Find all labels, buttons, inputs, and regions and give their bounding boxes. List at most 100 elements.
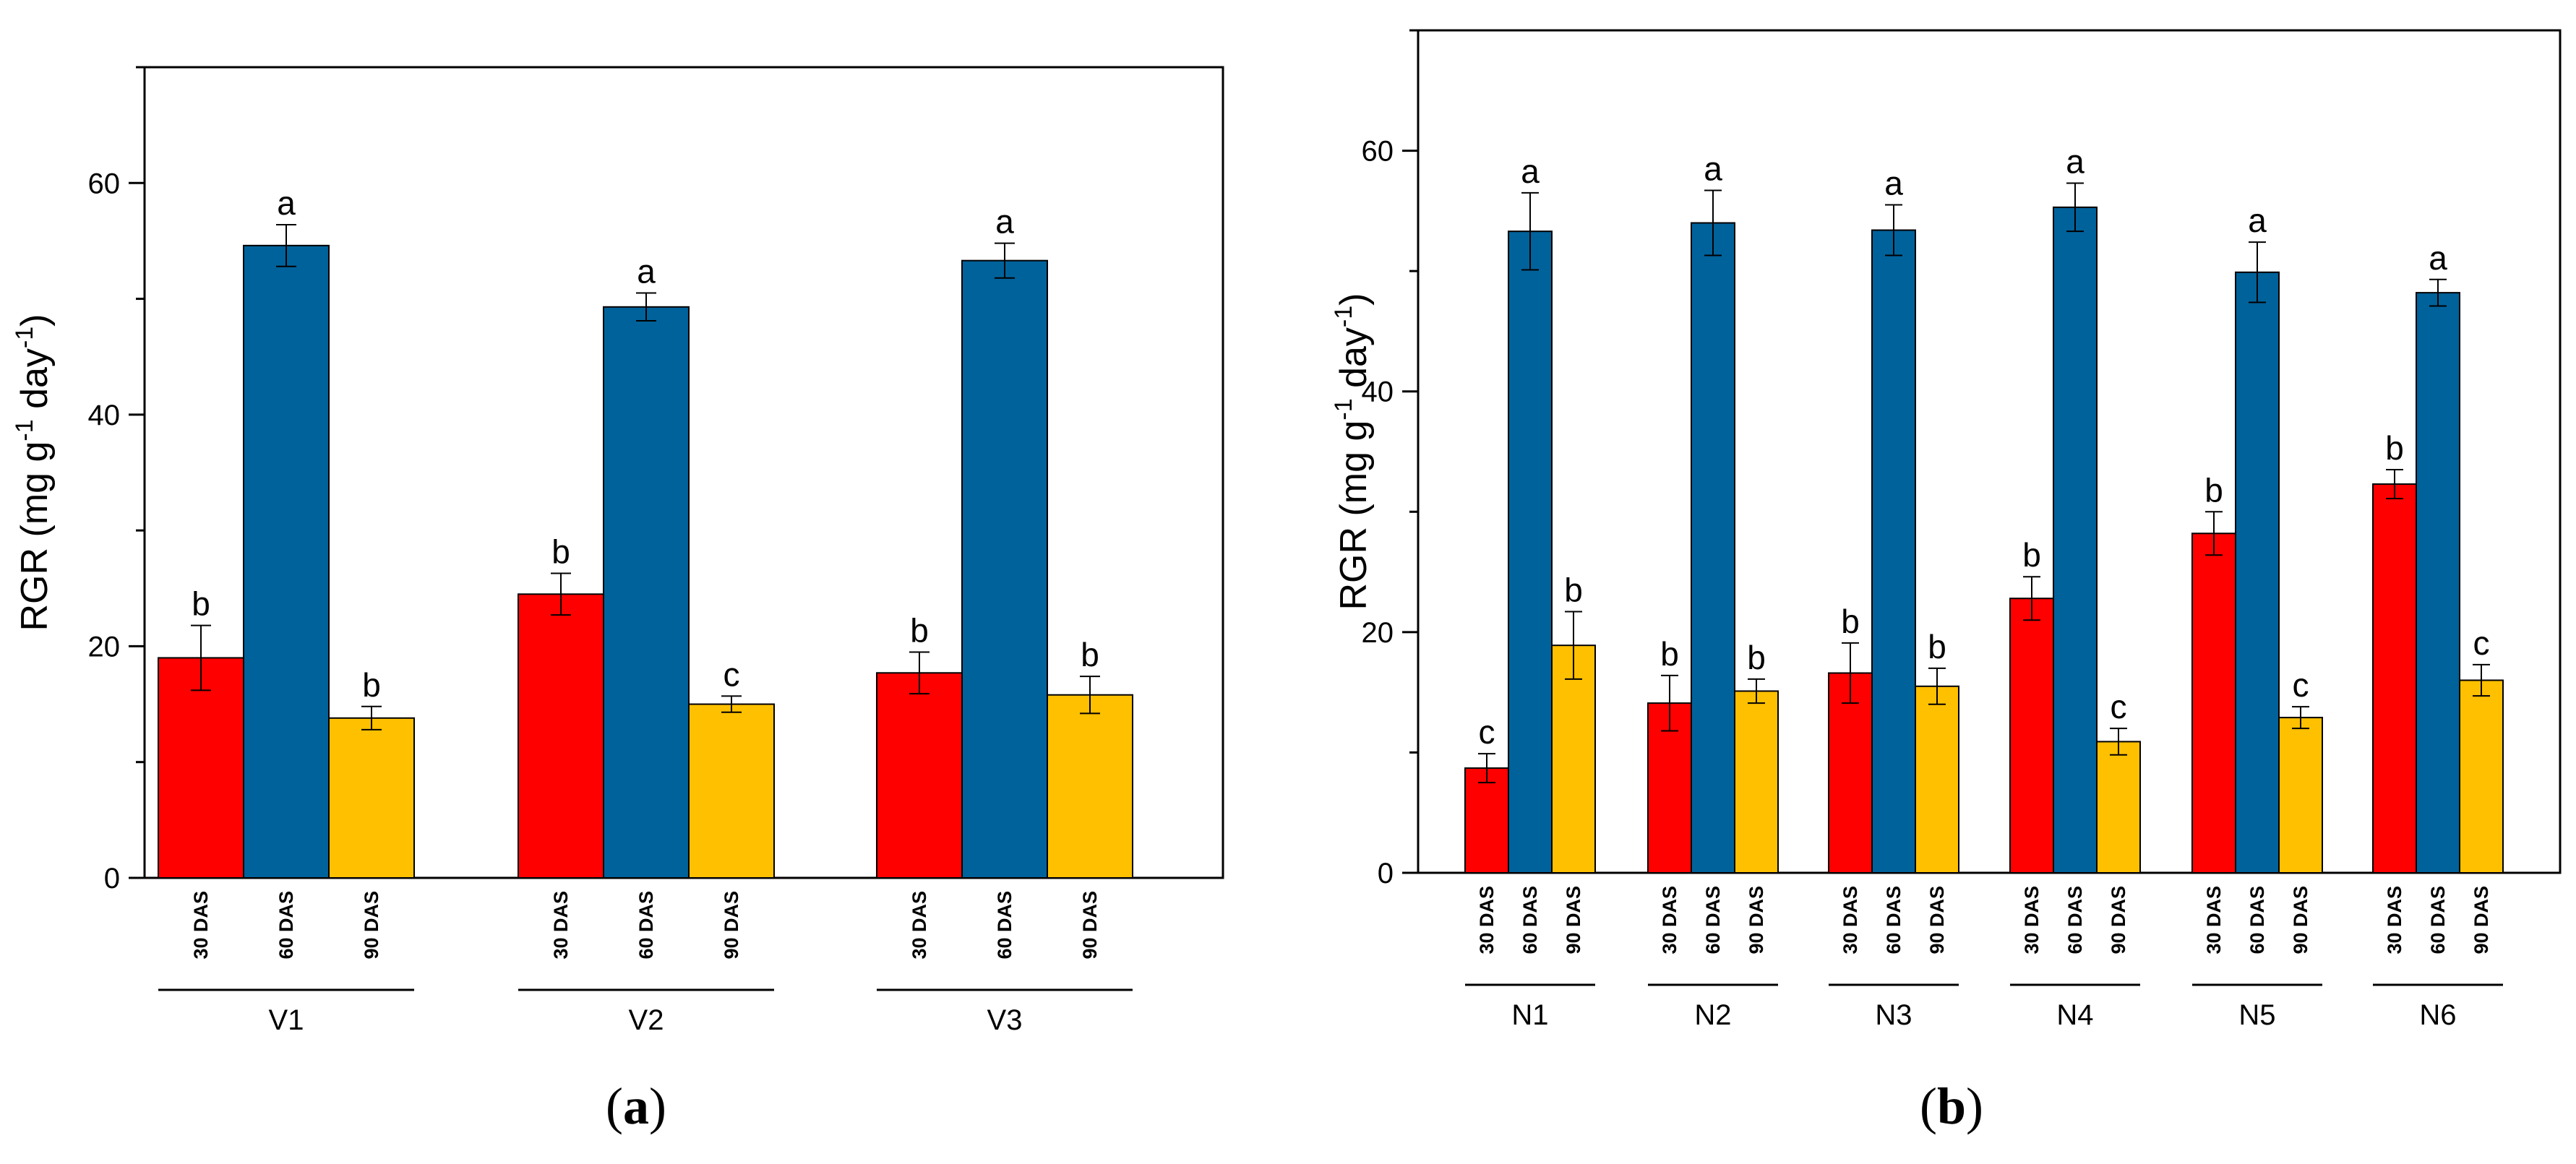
panel-a-y-axis-title-part: ) (14, 314, 56, 326)
panel-b-x-sublabel: 30 DAS (1659, 886, 1680, 954)
panel-a-group-label-V3: V3 (987, 1004, 1023, 1036)
panel-a-group-label-V2: V2 (629, 1004, 664, 1036)
panel-b-x-sublabel: 30 DAS (2384, 886, 2405, 954)
panel-a-y-axis-title-part: -1 (11, 419, 38, 441)
panel-b-y-axis-title-part: -1 (1330, 398, 1357, 420)
panel-a-sig-letter: b (192, 585, 210, 623)
panel-b-x-sublabel: 60 DAS (1519, 886, 1541, 954)
panel-b-bar-N1-30-DAS (1464, 767, 1509, 874)
panel-a-sig-letter: b (910, 611, 929, 649)
panel-a-x-sublabel: 90 DAS (1079, 891, 1101, 960)
panel-a-sig-letter: b (1081, 636, 1099, 673)
panel-b-y-axis-title: RGR (mg g-1 day-1) (1330, 293, 1375, 610)
panel-b-sig-letter: b (2022, 536, 2041, 574)
panel-b-x-sublabel: 60 DAS (1702, 886, 1724, 954)
panel-b-sig-letter: b (1660, 635, 1679, 673)
panel-b-group-label-N1: N1 (1511, 999, 1548, 1031)
panel-b-bar-N2-90-DAS (1734, 690, 1779, 874)
panel-b-x-sublabel: 30 DAS (1839, 886, 1861, 954)
panel-b-group-label-N4: N4 (2056, 999, 2093, 1031)
panel-a-panel-label-part: ( (606, 1077, 623, 1135)
panel-a-bar-V1-90-DAS (328, 717, 415, 879)
panel-b-x-sublabel: 90 DAS (1563, 886, 1584, 954)
panel-b-y-axis-title-part: -1 (1330, 306, 1357, 327)
panel-b-bar-N3-90-DAS (1915, 685, 1959, 874)
panel-a-bar-V2-90-DAS (688, 703, 775, 879)
panel-b-sig-letter: a (2248, 202, 2267, 239)
panel-b-bar-N5-90-DAS (2278, 717, 2323, 874)
panel-b-panel-label: (b) (1920, 1077, 1983, 1135)
panel-b-sig-letter: c (2111, 688, 2127, 725)
panel-b-sig-letter: b (1841, 603, 1860, 640)
panel-a-sig-letter: b (362, 666, 381, 704)
panel-a-x-sublabel: 30 DAS (909, 891, 930, 960)
panel-b-sig-letter: c (1479, 713, 1495, 751)
panel-b-group-label-N2: N2 (1694, 999, 1731, 1031)
panel-b-group-label-N5: N5 (2238, 999, 2275, 1031)
panel-b-x-sublabel: 60 DAS (2246, 886, 2268, 954)
panel-b-sig-letter: b (1747, 639, 1766, 676)
panel-b-panel-label-part: b (1937, 1077, 1966, 1135)
panel-b-bar-N1-90-DAS (1551, 644, 1596, 874)
panel-b-x-sublabel: 90 DAS (2290, 886, 2311, 954)
panel-b-x-sublabel: 30 DAS (1476, 886, 1498, 954)
panel-a-sig-letter: a (277, 184, 296, 222)
panel-b-bar-N5-30-DAS (2191, 533, 2236, 874)
panel-a-sig-letter: b (551, 533, 570, 570)
panel-b-y-axis-title-part: ) (1333, 293, 1375, 305)
panel-b-bar-N3-60-DAS (1871, 229, 1916, 874)
panel-b-bar-N5-60-DAS (2235, 271, 2280, 874)
panel-b-sig-letter: b (1928, 628, 1946, 665)
panel-a-bar-V2-60-DAS (603, 306, 690, 879)
panel-b-x-sublabel: 60 DAS (1883, 886, 1905, 954)
panel-a-x-sublabel: 60 DAS (994, 891, 1016, 960)
panel-b-x-sublabel: 90 DAS (1926, 886, 1948, 954)
panel-a-bar-V1-30-DAS (158, 657, 244, 879)
panel-b-x-sublabel: 60 DAS (2427, 886, 2449, 954)
panel-b-x-sublabel: 30 DAS (2203, 886, 2225, 954)
panel-a-sig-letter: c (724, 655, 740, 693)
panel-b-x-sublabel: 90 DAS (2470, 886, 2492, 954)
panel-b-sig-letter: a (1884, 165, 1903, 202)
panel-a-ytick-label: 0 (104, 863, 120, 894)
panel-a-ytick-label: 40 (88, 400, 121, 431)
panel-b-bar-N3-30-DAS (1828, 672, 1873, 874)
panel-b-bar-N6-90-DAS (2459, 679, 2504, 874)
panel-b-group-label-N6: N6 (2419, 999, 2456, 1031)
panel-b-ytick-label: 40 (1362, 376, 1394, 408)
panel-b-ytick-label: 20 (1362, 617, 1394, 649)
panel-a-bar-V3-30-DAS (876, 672, 963, 879)
panel-a-sig-letter: a (637, 253, 656, 290)
panel-b-sig-letter: a (2066, 143, 2085, 181)
panel-b-bar-N2-60-DAS (1691, 222, 1735, 874)
panel-b-sig-letter: a (1521, 152, 1540, 190)
panel-a-ytick-label: 60 (88, 168, 121, 199)
panel-a-group-label-V1: V1 (269, 1004, 304, 1036)
panel-a-ytick-label: 20 (88, 631, 121, 663)
panel-a-panel-label-part: ) (649, 1077, 666, 1135)
panel-b-y-axis-title-part: day (1333, 327, 1375, 398)
panel-b-ytick-label: 0 (1378, 858, 1394, 889)
panel-b-sig-letter: c (2473, 624, 2490, 662)
panel-a-bar-V2-30-DAS (518, 593, 604, 879)
panel-a-y-axis-title-part: day (14, 348, 56, 419)
panel-b-bar-N4-60-DAS (2053, 206, 2098, 874)
panel-b-panel-label-part: ( (1920, 1077, 1937, 1135)
panel-b-y-axis-title-part: RGR (mg g (1333, 421, 1375, 611)
panel-b-bar-N6-30-DAS (2372, 483, 2417, 874)
panel-b-sig-letter: b (1564, 572, 1583, 609)
panel-b-x-sublabel: 90 DAS (2108, 886, 2129, 954)
panel-b-sig-letter: b (2385, 429, 2404, 467)
panel-a-y-axis-title-part: RGR (mg g (14, 441, 56, 631)
panel-a-bar-V3-60-DAS (961, 259, 1048, 879)
panel-b-group-label-N3: N3 (1875, 999, 1912, 1031)
panel-a-panel-label: (a) (606, 1077, 666, 1135)
panel-b-sig-letter: b (2204, 471, 2223, 509)
panel-b-sig-letter: a (1704, 150, 1722, 188)
panel-a-x-sublabel: 30 DAS (550, 891, 572, 960)
panel-a-x-sublabel: 60 DAS (275, 891, 297, 960)
panel-a-bar-V1-60-DAS (243, 244, 330, 879)
panel-a-bar-V3-90-DAS (1047, 694, 1133, 879)
